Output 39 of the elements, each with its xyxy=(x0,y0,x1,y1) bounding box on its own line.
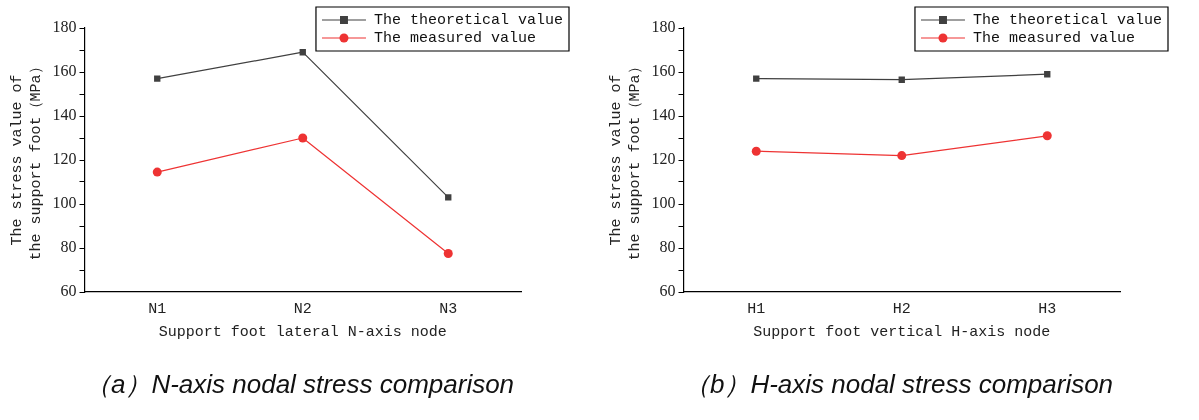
legend-label: The measured value xyxy=(972,29,1135,47)
y-tick-label: 140 xyxy=(52,106,77,124)
y-tick-label: 140 xyxy=(651,106,676,124)
point xyxy=(753,75,760,82)
point xyxy=(154,75,161,82)
legend-label: The theoretical value xyxy=(972,11,1162,29)
y-tick-label: 80 xyxy=(60,238,77,256)
point xyxy=(443,249,453,258)
legend-label: The theoretical value xyxy=(373,11,563,29)
x-tick-label: N2 xyxy=(293,300,312,318)
x-tick-label: H2 xyxy=(892,300,911,318)
legend-label: The measured value xyxy=(373,29,536,47)
x-tick-label: N1 xyxy=(148,300,167,318)
x-tick-label: H1 xyxy=(747,300,766,318)
point xyxy=(445,194,452,201)
text: （b）H-axis nodal stress comparison xyxy=(682,368,1115,401)
point xyxy=(897,151,907,161)
point xyxy=(298,133,308,143)
y-tick-label: 160 xyxy=(52,62,77,80)
y-tick-label: 60 xyxy=(659,282,676,300)
x-axis-title: Support foot lateral N-axis node xyxy=(158,323,447,341)
point xyxy=(751,146,761,156)
y-tick-label: 160 xyxy=(651,62,676,80)
point xyxy=(152,167,162,177)
x-tick-label: H3 xyxy=(1038,300,1057,318)
y-tick-label: 100 xyxy=(52,194,77,212)
x-tick-label: N3 xyxy=(439,300,458,318)
y-tick-label: 60 xyxy=(60,282,77,300)
y-tick-label: 120 xyxy=(651,150,676,168)
y-tick-label: 100 xyxy=(651,194,676,212)
y-axis-title: The stress value of the support foot（MPa） xyxy=(608,59,645,261)
y-tick-label: 180 xyxy=(651,18,676,36)
y-tick-label: 180 xyxy=(52,18,77,36)
x-axis-title: Support foot vertical H-axis node xyxy=(753,323,1051,341)
y-axis-title: The stress value of the support foot（MPa） xyxy=(9,59,46,261)
text: （a）N-axis nodal stress comparison xyxy=(83,368,516,401)
y-tick-label: 80 xyxy=(659,238,676,256)
y-tick-label: 120 xyxy=(52,150,77,168)
point xyxy=(1042,131,1052,141)
